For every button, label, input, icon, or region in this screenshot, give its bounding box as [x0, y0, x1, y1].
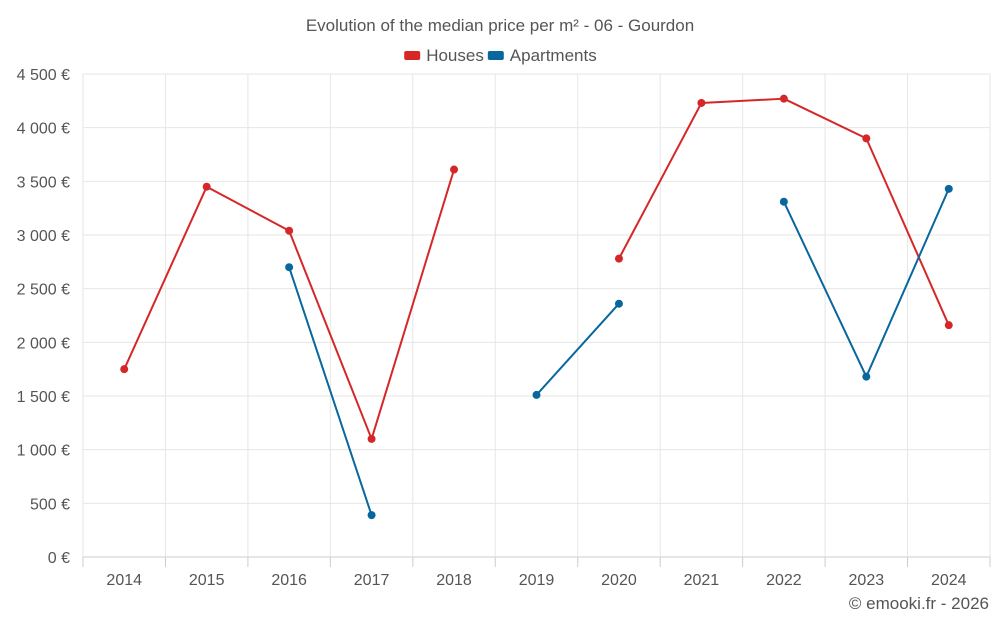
data-point[interactable] — [202, 182, 211, 191]
series-layer — [120, 94, 953, 520]
data-point[interactable] — [779, 94, 788, 103]
x-axis: 2014 2015 2016 2017 2018 2019 2020 2021 2022 2023… — [82, 557, 991, 589]
y-tick-label: 3 500 € — [17, 174, 70, 191]
y-tick-label: 4 500 € — [17, 67, 70, 84]
data-point[interactable] — [450, 165, 459, 174]
data-point[interactable] — [285, 226, 294, 235]
x-tick-label: 2016 — [271, 572, 307, 589]
data-point[interactable] — [779, 197, 788, 206]
series-line — [123, 169, 456, 440]
legend-swatch — [487, 51, 504, 60]
x-tick-label: 2020 — [601, 572, 637, 589]
series-line — [535, 303, 620, 396]
grid — [82, 73, 991, 558]
data-point[interactable] — [532, 390, 541, 399]
y-tick-label: 0 € — [48, 550, 70, 567]
x-tick-label: 2024 — [931, 572, 967, 589]
data-point[interactable] — [944, 321, 953, 330]
data-point[interactable] — [862, 134, 871, 143]
series-line — [288, 266, 373, 516]
legend-label: Apartments — [510, 46, 597, 65]
y-axis: 0 € 500 € 1 000 € 1 500 € 2 000 € 2 500 € 3 00… — [17, 67, 70, 567]
legend-label: Houses — [426, 46, 484, 65]
y-tick-label: 1 500 € — [17, 389, 70, 406]
y-tick-label: 3 000 € — [17, 228, 70, 245]
data-point[interactable] — [285, 263, 294, 272]
data-point[interactable] — [367, 434, 376, 443]
data-point[interactable] — [944, 184, 953, 193]
data-point[interactable] — [367, 511, 376, 520]
series-apartments — [285, 184, 953, 520]
data-point[interactable] — [862, 372, 871, 381]
legend[interactable]: Houses Apartments — [404, 46, 597, 65]
series-houses — [120, 94, 953, 443]
x-tick-label: 2023 — [849, 572, 885, 589]
y-tick-label: 1 000 € — [17, 443, 70, 460]
x-tick-label: 2018 — [436, 572, 472, 589]
y-tick-label: 2 500 € — [17, 282, 70, 299]
x-tick-label: 2022 — [766, 572, 802, 589]
y-tick-label: 500 € — [30, 496, 70, 513]
legend-item-houses[interactable]: Houses — [404, 46, 484, 65]
credit: © emooki.fr - 2026 — [849, 594, 989, 613]
data-point[interactable] — [697, 98, 706, 107]
data-point[interactable] — [614, 254, 623, 263]
legend-swatch — [404, 51, 421, 60]
chart-title: Evolution of the median price per m² - 0… — [306, 16, 694, 35]
data-point[interactable] — [120, 365, 129, 374]
x-tick-label: 2017 — [354, 572, 390, 589]
legend-item-apartments[interactable]: Apartments — [487, 46, 597, 65]
y-tick-label: 2 000 € — [17, 335, 70, 352]
series-line — [618, 97, 950, 326]
x-tick-label: 2019 — [519, 572, 555, 589]
x-tick-label: 2021 — [684, 572, 720, 589]
y-tick-label: 4 000 € — [17, 121, 70, 138]
data-point[interactable] — [614, 299, 623, 308]
series-line — [782, 188, 950, 378]
x-tick-label: 2015 — [189, 572, 225, 589]
x-tick-label: 2014 — [106, 572, 142, 589]
